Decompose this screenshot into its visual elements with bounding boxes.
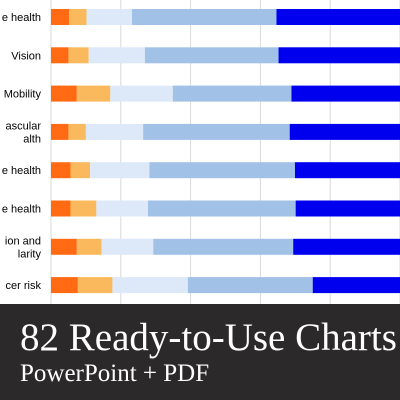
bar-segment [276, 9, 400, 25]
bar-segment [110, 85, 173, 102]
category-label-line: alth [23, 133, 41, 145]
category-label: Vision [11, 50, 41, 62]
bar-segment [70, 162, 91, 179]
bar-segment [69, 9, 87, 25]
bar-segment [289, 123, 400, 140]
bar-segment [96, 200, 149, 217]
banner-subtitle: PowerPoint + PDF [20, 360, 210, 387]
bar-segment [68, 47, 89, 64]
bar-segment [294, 162, 400, 179]
category-label: e health [2, 204, 41, 216]
category-label: e health [2, 165, 41, 177]
category-label: ascular alth [6, 120, 42, 145]
bars-layer [51, 9, 400, 294]
bar-segment [51, 200, 71, 217]
category-label: Mobility [4, 89, 42, 101]
category-label: e health [2, 12, 41, 24]
bar-segment [143, 123, 290, 140]
bar-segment [172, 85, 292, 102]
bar-segment [70, 200, 97, 217]
bar-segment [88, 47, 145, 64]
bar-segment [51, 123, 69, 140]
stacked-bar-chart: e health Vision Mobility ascular alth e healt… [2, 0, 400, 304]
bar-segment [85, 123, 144, 140]
bar-segment [76, 85, 111, 102]
promo-banner: 82 Ready-to-Use Charts PowerPoint + PDF [0, 304, 400, 400]
bar-segment [51, 9, 70, 25]
banner-title: 82 Ready-to-Use Charts [20, 316, 397, 359]
category-label-line: ascular [6, 120, 42, 132]
bar-segment [101, 238, 154, 255]
bar-segment [295, 200, 400, 217]
chart-area: e health Vision Mobility ascular alth e healt… [0, 0, 400, 304]
bar-segment [51, 47, 69, 64]
category-label-line: e health [2, 204, 41, 216]
category-label-line: larity [18, 248, 42, 260]
bar-segment [68, 123, 86, 140]
labels-layer: e health Vision Mobility ascular alth e healt… [2, 12, 42, 292]
bar-segment [291, 85, 400, 102]
bar-segment [51, 277, 78, 294]
bar-segment [153, 238, 294, 255]
bar-segment [77, 277, 113, 294]
bar-segment [51, 85, 77, 102]
bar-segment [148, 200, 296, 217]
category-label-line: Vision [11, 50, 41, 62]
bar-segment [131, 9, 277, 25]
bar-segment [312, 277, 400, 294]
bar-segment [278, 47, 400, 64]
category-label-line: cer risk [6, 280, 42, 292]
bar-segment [76, 238, 102, 255]
bar-segment [144, 47, 279, 64]
category-label: ion and larity [5, 235, 42, 260]
grid-layer [50, 0, 400, 304]
bar-segment [51, 238, 77, 255]
category-label-line: ion and [5, 235, 41, 247]
category-label: cer risk [6, 280, 42, 292]
bar-segment [90, 162, 150, 179]
bar-segment [187, 277, 313, 294]
category-label-line: Mobility [4, 89, 42, 101]
bar-segment [51, 162, 71, 179]
category-label-line: e health [2, 12, 41, 24]
bar-segment [86, 9, 132, 25]
bar-segment [112, 277, 188, 294]
bar-segment [293, 238, 400, 255]
category-label-line: e health [2, 165, 41, 177]
bar-segment [149, 162, 295, 179]
